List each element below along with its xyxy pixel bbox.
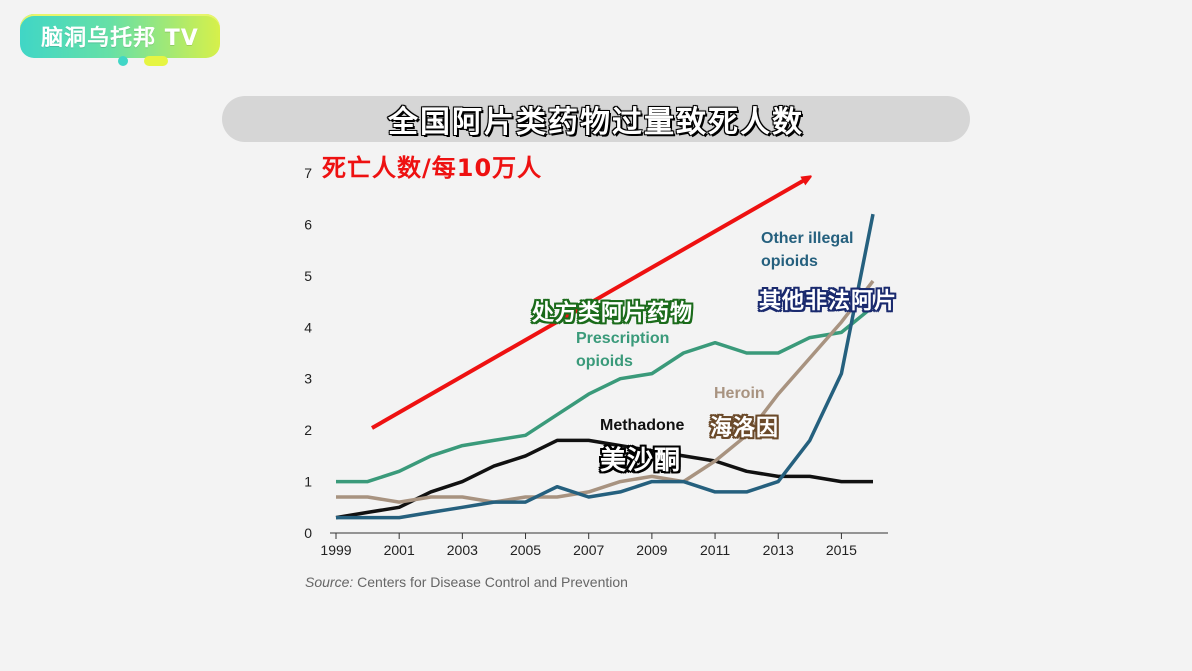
x-tick-label: 2007 (573, 542, 604, 558)
page-title: 全国阿片类药物过量致死人数 (387, 104, 804, 141)
y-unit-label: 死亡人数/每10万人 (322, 154, 543, 182)
logo-decoration-dot (118, 56, 128, 66)
series-label-line1: Prescription (576, 330, 669, 347)
series-label-line1: Other illegal (761, 230, 853, 247)
series-line-prescription-opioids (336, 305, 875, 484)
x-tick-label: 2015 (826, 542, 857, 558)
y-tick-label: 1 (304, 474, 312, 490)
trend-arrow (371, 178, 808, 430)
x-tick-label: 1999 (320, 542, 351, 558)
source-prefix: Source: (305, 574, 353, 590)
y-tick-label: 0 (304, 525, 312, 541)
y-tick-label: 6 (304, 216, 312, 232)
axes: 0 1 2 3 4 5 6 7 1999 2001 2003 2005 2007 2009 2011 2013… (304, 165, 888, 558)
series-label-cn-heroin: 海洛因 (710, 416, 780, 441)
x-tick-label: 2009 (636, 542, 667, 558)
series-line-heroin (336, 279, 875, 504)
channel-logo: 脑洞乌托邦 TV (20, 14, 220, 66)
series-line-other-illegal-opioids (336, 213, 875, 520)
y-tick-label: 3 (304, 371, 312, 387)
y-tick-label: 7 (304, 165, 312, 181)
series-label-cn-methadone: 美沙酮 (600, 446, 682, 476)
y-tick-label: 5 (304, 268, 312, 284)
logo-decoration-bar (144, 56, 168, 66)
y-tick-label: 4 (304, 319, 312, 335)
source-note: Source: Centers for Disease Control and … (305, 574, 628, 590)
series-labels: Prescription opioids Methadone Heroin Other … (576, 230, 853, 434)
trend-arrow-line (371, 178, 808, 430)
series-label-cn-other-illegal: 其他非法阿片 (759, 289, 898, 314)
series-lines (335, 213, 875, 520)
x-tick-label: 2011 (700, 542, 730, 558)
x-tick-label: 2003 (447, 542, 478, 558)
series-label-line1: Methadone (600, 417, 685, 434)
x-tick-label: 2005 (510, 542, 541, 558)
y-tick-label: 2 (304, 422, 312, 438)
series-label-line1: Heroin (714, 385, 765, 402)
x-tick-label: 2001 (384, 542, 415, 558)
title-banner: 全国阿片类药物过量致死人数 (222, 96, 970, 142)
series-label-line2: opioids (761, 253, 818, 270)
channel-logo-text: 脑洞乌托邦 TV (41, 26, 199, 51)
x-tick-label: 2013 (763, 542, 794, 558)
series-label-line2: opioids (576, 353, 633, 370)
series-label-cn-prescription: 处方类阿片药物 (532, 301, 694, 326)
source-text: Centers for Disease Control and Preventi… (353, 574, 628, 590)
